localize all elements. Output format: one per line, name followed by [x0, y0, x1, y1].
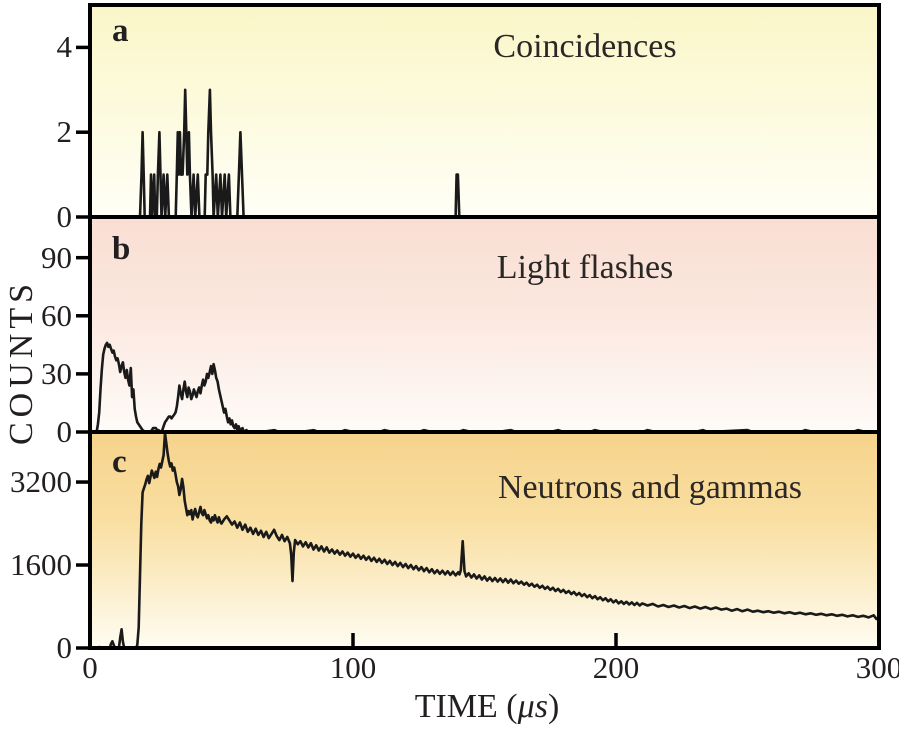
panel-c-background [90, 432, 879, 648]
panel-c-y-tick-label: 3200 [10, 464, 72, 500]
panel-a-letter: a [112, 13, 129, 49]
panel-c-y-tick-label: 0 [56, 630, 73, 665]
panel-c-border [88, 430, 881, 650]
x-tick-label: 0 [82, 650, 98, 685]
panel-a-y-tick-label: 2 [56, 114, 73, 150]
panel-c-series-line [88, 431, 881, 650]
panel-c-letter: c [112, 444, 127, 480]
panel-b-background [90, 217, 879, 432]
panel-a-y-tick-label: 0 [56, 199, 73, 234]
panel-b-letter: b [112, 231, 131, 267]
panel-b-y-tick-label: 0 [56, 414, 73, 449]
panel-b-y-tick-label: 60 [41, 297, 72, 333]
x-tick-label: 200 [592, 650, 640, 685]
x-axis-label: TIME (μs) [415, 688, 560, 726]
panel-b-y-tick-label: 90 [41, 239, 72, 275]
panel-b-y-tick-label: 30 [41, 355, 72, 391]
panel-c-title: Neutrons and gammas [497, 469, 803, 506]
x-axis-label-prefix: TIME ( [414, 688, 518, 725]
x-axis-label-unit: μs [517, 688, 548, 725]
panel-b-title: Light flashes [496, 249, 674, 286]
x-axis-label-suffix: ) [547, 688, 560, 725]
panel-a-title: Coincidences [493, 28, 677, 65]
panel-a-y-tick-label: 4 [56, 29, 73, 65]
x-tick-label: 300 [855, 650, 899, 685]
panel-c-y-tick-label: 1600 [10, 547, 72, 583]
x-tick-label: 100 [329, 650, 377, 685]
